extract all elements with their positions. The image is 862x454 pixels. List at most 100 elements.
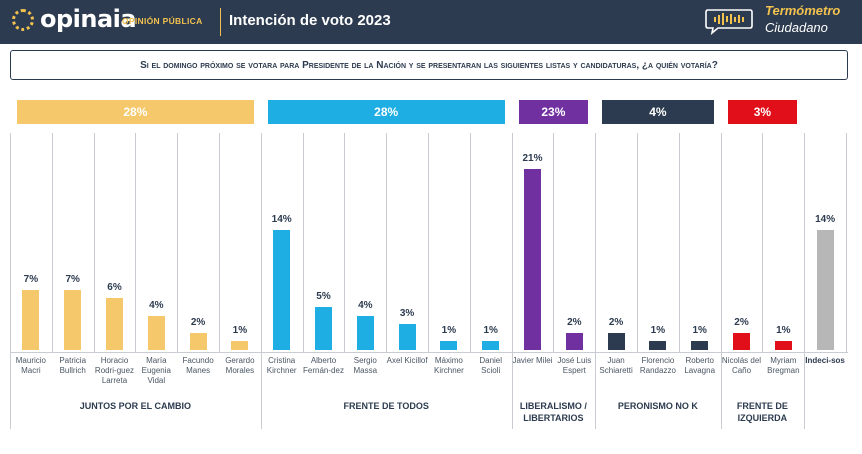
group-total-bar: 4% xyxy=(602,100,714,124)
page-title: Intención de voto 2023 xyxy=(229,12,391,29)
group-name: FRENTE DE IZQUIERDA xyxy=(736,401,788,423)
column-separator xyxy=(595,133,597,429)
candidate-name: Myriam Bregman xyxy=(767,356,800,375)
candidate-bar xyxy=(691,341,709,350)
data-label: 4% xyxy=(358,299,373,311)
candidate-bar xyxy=(565,332,583,350)
survey-question: Si el domingo próximo se votara para Pre… xyxy=(10,50,848,80)
candidate-bar xyxy=(524,169,541,350)
candidate-bar xyxy=(231,341,249,350)
column-separator xyxy=(553,133,555,353)
candidate-name: Axel Kicillof xyxy=(386,356,428,365)
candidate-name: Gerardo Morales xyxy=(225,356,255,375)
data-label: 1% xyxy=(650,325,666,337)
column-separator xyxy=(177,133,179,353)
data-label: 2% xyxy=(734,316,749,328)
candidate-bar xyxy=(607,332,625,350)
candidate-bar xyxy=(189,332,207,350)
data-label: 14% xyxy=(271,213,292,225)
data-label: 7% xyxy=(65,273,80,285)
column-separator xyxy=(219,133,220,353)
candidate-name: Horacio Rodri-guez Larreta xyxy=(94,356,135,385)
group-total-bar: 28% xyxy=(267,100,505,124)
candidate-bar xyxy=(774,341,792,350)
candidate-name: Javier Milei xyxy=(512,356,553,365)
candidate-name: Florencio Randazzo xyxy=(639,356,676,375)
column-separator xyxy=(135,133,137,353)
group-name: JUNTOS POR EL CAMBIO xyxy=(79,401,191,411)
data-label: 14% xyxy=(815,213,836,225)
candidate-bar xyxy=(356,315,374,350)
column-separator xyxy=(10,133,11,429)
column-separator xyxy=(469,133,471,353)
data-label: 1% xyxy=(441,325,457,337)
candidate-bar xyxy=(147,315,165,350)
data-label: 1% xyxy=(232,325,248,337)
data-label: 21% xyxy=(522,153,543,165)
candidate-name: Daniel Scioli xyxy=(479,356,503,375)
column-separator xyxy=(846,133,847,353)
candidate-name: Sergio Massa xyxy=(353,356,378,375)
candidate-name: Indeci-sos xyxy=(805,356,845,365)
candidate-bar xyxy=(398,324,416,350)
candidate-name: Juan Schiaretti xyxy=(599,356,633,375)
candidate-name: Roberto Lavagna xyxy=(684,356,716,375)
data-label: 1% xyxy=(776,325,791,337)
column-separator xyxy=(762,133,764,353)
candidate-bar xyxy=(649,341,667,350)
data-label: 6% xyxy=(107,282,122,294)
candidate-bar xyxy=(22,289,40,350)
candidate-name: José Luis Espert xyxy=(557,356,592,375)
candidate-name: María Eugenia Vidal xyxy=(141,356,171,385)
candidate-name: Nicolás del Caño xyxy=(721,356,762,375)
brand-name: opinaia xyxy=(40,5,137,33)
candidate-bar xyxy=(440,341,458,350)
thermometer-subtitle: Ciudadano xyxy=(765,20,828,35)
chart-baseline xyxy=(10,352,848,353)
column-separator xyxy=(511,133,513,429)
candidate-bar xyxy=(816,229,834,350)
group-total-bar: 3% xyxy=(727,100,798,124)
thermometer-title: Termómetro xyxy=(765,3,841,18)
column-separator xyxy=(804,133,806,429)
candidate-bar xyxy=(482,341,500,350)
header-bar: opinaia OPINIÓN PÚBLICA Intención de vot… xyxy=(0,0,862,44)
candidate-name: Mauricio Macri xyxy=(15,356,46,375)
group-name: FRENTE DE TODOS xyxy=(343,401,429,411)
opinaia-logo-icon xyxy=(12,9,34,31)
column-separator xyxy=(720,133,722,429)
data-label: 4% xyxy=(149,299,164,311)
data-label: 2% xyxy=(190,316,206,328)
data-label: 7% xyxy=(23,273,39,285)
candidate-bar xyxy=(733,332,750,350)
column-separator xyxy=(93,133,95,353)
data-label: 2% xyxy=(567,316,582,328)
data-label: 1% xyxy=(483,325,498,337)
group-name: LIBERALISMO / LIBERTARIOS xyxy=(519,401,587,423)
column-separator xyxy=(386,133,388,353)
candidate-bar xyxy=(106,298,123,350)
column-separator xyxy=(260,133,262,429)
candidate-name: Alberto Fernán-dez xyxy=(303,356,344,375)
data-label: 1% xyxy=(692,325,707,337)
column-separator xyxy=(51,133,53,353)
candidate-name: Patricia Bullrich xyxy=(59,356,87,375)
group-total-bar: 23% xyxy=(518,100,589,124)
candidate-bar xyxy=(315,307,332,350)
group-name: PERONISMO NO K xyxy=(617,401,698,411)
column-separator xyxy=(637,133,638,353)
column-separator xyxy=(344,133,346,353)
data-label: 5% xyxy=(316,291,331,302)
candidate-name: Facundo Manes xyxy=(182,356,214,375)
candidate-bar xyxy=(273,229,291,350)
candidate-name: Máximo Kirchner xyxy=(433,356,464,375)
column-separator xyxy=(428,133,429,353)
data-label: 2% xyxy=(608,316,624,328)
column-separator xyxy=(678,133,680,353)
brand-subtitle: OPINIÓN PÚBLICA xyxy=(122,16,203,26)
candidate-name: Cristina Kirchner xyxy=(266,356,297,375)
group-total-bar: 28% xyxy=(17,100,254,124)
data-label: 3% xyxy=(399,308,415,320)
candidate-bar xyxy=(64,289,82,350)
column-separator xyxy=(302,133,304,353)
